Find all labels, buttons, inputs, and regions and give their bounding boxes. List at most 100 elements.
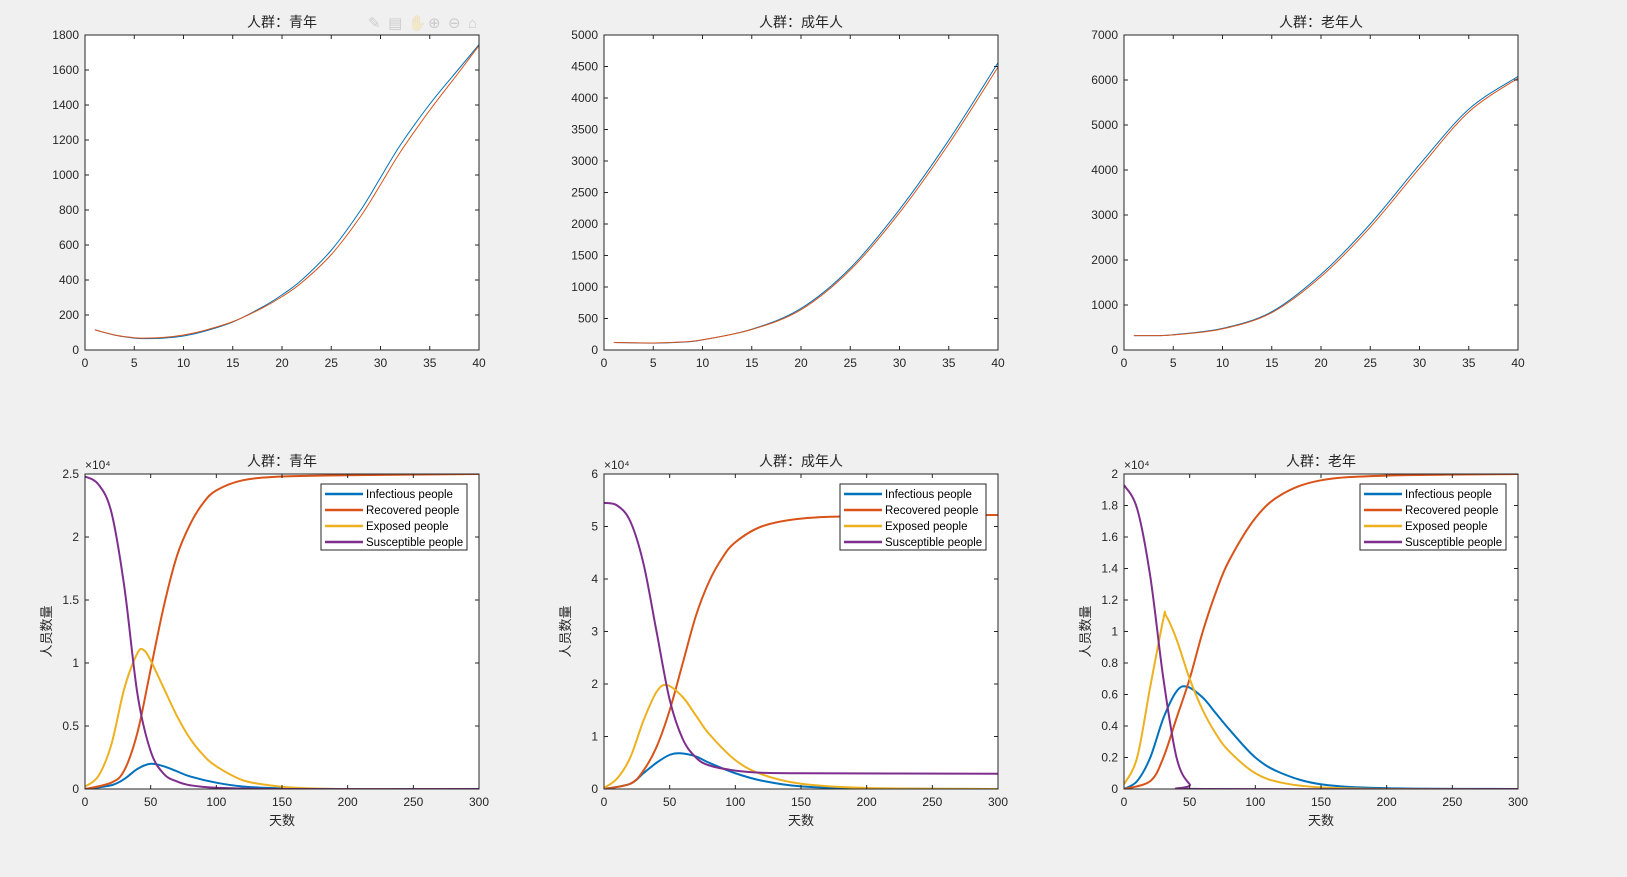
- legend-entry: Susceptible people: [1405, 537, 1502, 549]
- subplot-6: 0 50 100 150 200 250 300 0 0.2 0.4 0.6 0.8 1 1.2 1.4 1.…: [1078, 453, 1528, 828]
- chart-title: 人群：老年人: [1279, 14, 1363, 30]
- y-tick-label: 1500: [571, 249, 598, 263]
- y-tick-label: 5000: [1091, 118, 1118, 132]
- subplot-1: 0 5 10 15 20 25 30 35 40020040060080010001200140…: [52, 14, 486, 370]
- x-tick-label: 40: [991, 356, 1005, 370]
- series-line-1: [604, 752, 998, 789]
- series-line-2: [85, 474, 479, 789]
- y-tick-label: 0: [591, 782, 598, 796]
- subplot-4: 0 50 100 150 200 250 300 0 0.5 1 1.5 2 2.5 人群：青年 ×10⁴ 天…: [39, 453, 489, 828]
- subplot-5: 0 50 100 150 200 250 300 0 1 2 3 4 5 6 人群：成年人 ×10⁴ 天数 人员数…: [558, 453, 1008, 828]
- x-tick-label: 35: [942, 356, 956, 370]
- datatip-icon[interactable]: ▤: [388, 15, 402, 32]
- chart-title: 人群：成年人: [759, 453, 843, 469]
- x-tick-label: 30: [1413, 356, 1427, 370]
- plot-area: [1124, 35, 1518, 350]
- y-tick-label: 0: [591, 343, 598, 357]
- y-tick-label: 4: [591, 572, 598, 586]
- x-axis-label: 天数: [1308, 813, 1334, 828]
- chart-title: 人群：成年人: [759, 14, 843, 30]
- x-tick-label: 200: [1377, 795, 1397, 809]
- y-axis-label: 人员数量: [39, 605, 54, 657]
- chart-title: 人群：老年: [1286, 453, 1356, 469]
- x-tick-label: 250: [403, 795, 423, 809]
- y-tick-label: 3500: [571, 123, 598, 137]
- x-tick-label: 100: [725, 795, 745, 809]
- plot-area: [604, 35, 998, 350]
- y-tick-label: 1600: [52, 63, 79, 77]
- x-tick-label: 25: [325, 356, 339, 370]
- y-tick-label: 1000: [571, 280, 598, 294]
- pan-icon[interactable]: ✋: [408, 14, 427, 32]
- y-tick-label: 1.6: [1101, 530, 1118, 544]
- y-tick-label: 400: [59, 273, 79, 287]
- legend-entry: Exposed people: [1405, 521, 1487, 533]
- x-tick-label: 0: [82, 356, 89, 370]
- y-tick-label: 0.4: [1101, 719, 1118, 733]
- series-line-2: [604, 513, 998, 789]
- x-tick-label: 10: [696, 356, 710, 370]
- y-tick-label: 0: [72, 782, 79, 796]
- home-icon[interactable]: ⌂: [468, 15, 477, 32]
- legend-entry: Susceptible people: [366, 537, 463, 549]
- x-tick-label: 300: [988, 795, 1008, 809]
- x-tick-label: 5: [1170, 356, 1177, 370]
- x-tick-label: 250: [922, 795, 942, 809]
- legend-entry: Infectious people: [885, 489, 972, 501]
- y-tick-label: 6000: [1091, 73, 1118, 87]
- subplot-3: 0 5 10 15 20 25 30 35 40 0 1000 2000 3000 4000 5000 600…: [1091, 14, 1525, 370]
- y-tick-label: 0: [72, 343, 79, 357]
- x-tick-label: 30: [893, 356, 907, 370]
- x-tick-label: 100: [206, 795, 226, 809]
- x-tick-label: 150: [791, 795, 811, 809]
- y-tick-label: 0.6: [1101, 688, 1118, 702]
- y-tick-label: 600: [59, 238, 79, 252]
- x-tick-label: 0: [1121, 356, 1128, 370]
- y-tick-label: 0.8: [1101, 656, 1118, 670]
- legend-entry: Infectious people: [1405, 489, 1492, 501]
- series-line-2: [613, 66, 998, 344]
- legend-entry: Recovered people: [366, 505, 459, 517]
- x-tick-label: 0: [601, 795, 608, 809]
- x-axis-label: 天数: [788, 813, 814, 828]
- y-tick-label: 1400: [52, 98, 79, 112]
- x-tick-label: 150: [1311, 795, 1331, 809]
- y-tick-label: 2: [72, 530, 79, 544]
- y-tick-label: 2500: [571, 186, 598, 200]
- legend: Infectious people Recovered people Exposed…: [839, 483, 987, 551]
- y-tick-label: 1.8: [1101, 499, 1118, 513]
- x-tick-label: 35: [1462, 356, 1476, 370]
- brush-icon[interactable]: ✎: [368, 15, 381, 32]
- x-tick-label: 35: [423, 356, 437, 370]
- y-tick-label: 3000: [1091, 208, 1118, 222]
- y-tick-label: 2: [1111, 467, 1118, 481]
- subplot-2: 0 5 10 15 20 25 30 35 40 0 500 1000 1500 2000 2500 3000…: [571, 14, 1005, 370]
- x-tick-label: 15: [1265, 356, 1279, 370]
- x-tick-label: 5: [131, 356, 138, 370]
- y-tick-label: 1.4: [1101, 562, 1118, 576]
- y-exponent-label: ×10⁴: [604, 458, 630, 472]
- chart-title: 人群：青年: [247, 453, 317, 469]
- zoom-in-icon[interactable]: ⊕: [428, 15, 441, 32]
- y-tick-label: 0.5: [62, 719, 79, 733]
- plot-area: [85, 35, 479, 350]
- y-tick-label: 2000: [1091, 253, 1118, 267]
- series-line-1: [94, 44, 479, 340]
- x-tick-label: 40: [472, 356, 486, 370]
- x-tick-label: 20: [1314, 356, 1328, 370]
- legend-entry: Recovered people: [1405, 505, 1498, 517]
- series-line-3: [604, 683, 998, 789]
- x-tick-label: 5: [650, 356, 657, 370]
- x-tick-label: 10: [1216, 356, 1230, 370]
- y-tick-label: 200: [59, 308, 79, 322]
- x-axis-label: 天数: [269, 813, 295, 828]
- y-tick-label: 1200: [52, 133, 79, 147]
- x-tick-label: 10: [177, 356, 191, 370]
- series-line-4: [604, 501, 998, 775]
- y-tick-label: 800: [59, 203, 79, 217]
- y-tick-label: 2000: [571, 217, 598, 231]
- legend-entry: Infectious people: [366, 489, 453, 501]
- zoom-out-icon[interactable]: ⊖: [448, 15, 461, 32]
- legend: Infectious people Recovered people Exposed…: [320, 483, 468, 551]
